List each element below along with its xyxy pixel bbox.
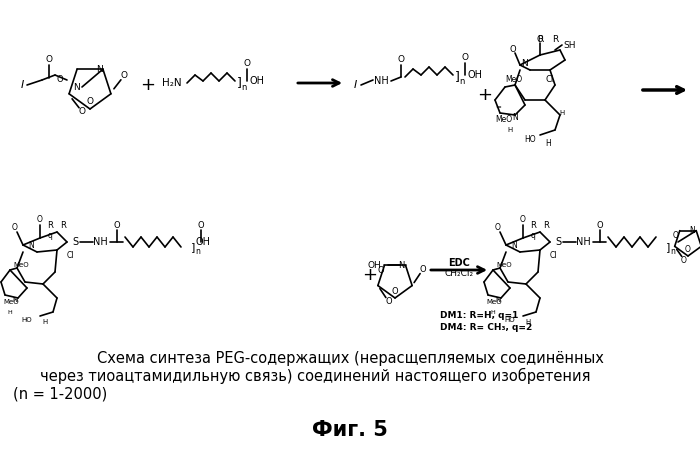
Text: n: n — [195, 246, 200, 256]
Text: N: N — [522, 58, 528, 68]
Text: I: I — [354, 80, 356, 90]
Text: MeO: MeO — [13, 262, 29, 268]
Text: O: O — [120, 71, 127, 80]
Text: S: S — [555, 237, 561, 247]
Text: N: N — [690, 226, 695, 235]
Text: MeO: MeO — [496, 262, 512, 268]
Text: Фиг. 5: Фиг. 5 — [312, 420, 388, 440]
Text: H: H — [559, 110, 565, 116]
Text: H: H — [508, 127, 512, 133]
Text: Cl: Cl — [66, 250, 74, 259]
Text: EDC: EDC — [448, 258, 470, 268]
Text: O: O — [398, 55, 405, 63]
Text: H₂N: H₂N — [162, 78, 181, 88]
Text: n: n — [459, 76, 465, 86]
Text: OH: OH — [467, 70, 482, 80]
Text: O: O — [680, 256, 687, 265]
Text: Cl: Cl — [546, 75, 554, 85]
Text: OH: OH — [195, 237, 211, 247]
Text: R: R — [530, 220, 536, 230]
Text: R: R — [47, 220, 53, 230]
Text: =: = — [495, 104, 501, 110]
Text: O: O — [377, 266, 384, 275]
Text: MeO: MeO — [486, 299, 502, 305]
Text: Cl: Cl — [550, 250, 556, 259]
Text: O: O — [386, 297, 392, 306]
Text: O: O — [420, 265, 426, 274]
Text: O: O — [537, 35, 543, 44]
Text: O: O — [520, 215, 526, 225]
Text: H: H — [526, 319, 531, 325]
Text: q: q — [48, 231, 52, 239]
Text: H: H — [8, 309, 13, 314]
Text: O: O — [57, 75, 63, 85]
Text: O: O — [392, 287, 398, 295]
Text: HO: HO — [524, 136, 536, 144]
Text: NH: NH — [92, 237, 107, 247]
Text: O: O — [461, 52, 468, 62]
Text: N: N — [74, 82, 80, 92]
Text: NH: NH — [374, 76, 388, 86]
Text: I: I — [20, 80, 24, 90]
Text: ]: ] — [237, 76, 242, 89]
Text: R: R — [537, 36, 543, 44]
Text: N: N — [97, 65, 104, 74]
Text: SH: SH — [564, 40, 576, 50]
Text: R: R — [60, 220, 66, 230]
Text: MeO: MeO — [495, 115, 512, 125]
Text: HO: HO — [505, 317, 515, 323]
Text: n: n — [241, 82, 246, 92]
Text: ]: ] — [454, 70, 459, 83]
Text: H: H — [545, 138, 551, 148]
Text: N: N — [496, 297, 500, 303]
Text: O: O — [244, 58, 251, 68]
Text: O: O — [673, 231, 679, 240]
Text: n: n — [671, 246, 676, 256]
Text: OH: OH — [368, 261, 382, 270]
Text: +: + — [141, 76, 155, 94]
Text: O: O — [510, 44, 517, 54]
Text: S: S — [72, 237, 78, 247]
Text: N: N — [398, 261, 405, 270]
Text: ]: ] — [191, 242, 195, 252]
Text: R: R — [543, 220, 549, 230]
Text: через тиоацтамидильную связь) соединений настоящего изобретения: через тиоацтамидильную связь) соединений… — [40, 368, 590, 384]
Text: MeO: MeO — [505, 75, 522, 85]
Text: R: R — [552, 36, 558, 44]
Text: NH: NH — [575, 237, 590, 247]
Text: O: O — [197, 220, 204, 230]
Text: O: O — [685, 245, 691, 255]
Text: DM4: R= CH₃, q=2: DM4: R= CH₃, q=2 — [440, 323, 532, 332]
Text: O: O — [78, 107, 85, 116]
Text: OH: OH — [249, 76, 264, 86]
Text: ]: ] — [666, 242, 670, 252]
Text: O: O — [113, 220, 120, 230]
Text: q: q — [531, 231, 536, 239]
Text: DM1: R=H, q=1: DM1: R=H, q=1 — [440, 311, 519, 319]
Text: N: N — [28, 242, 34, 250]
Text: CH₂Cl₂: CH₂Cl₂ — [444, 269, 474, 279]
Text: O: O — [495, 223, 501, 232]
Text: O: O — [12, 223, 18, 232]
Text: +: + — [363, 266, 377, 284]
Text: Схема синтеза PEG-содержащих (нерасщепляемых соединённых: Схема синтеза PEG-содержащих (нерасщепля… — [97, 350, 603, 365]
Text: O: O — [87, 96, 94, 106]
Text: MeO: MeO — [3, 299, 19, 305]
Text: H: H — [43, 319, 48, 325]
Text: N: N — [512, 113, 518, 121]
Text: O: O — [37, 215, 43, 225]
Text: O: O — [596, 220, 603, 230]
Text: N: N — [13, 297, 18, 303]
Text: (n = 1-2000): (n = 1-2000) — [13, 387, 107, 401]
Text: O: O — [46, 55, 52, 63]
Text: N: N — [511, 242, 517, 250]
Text: +: + — [477, 86, 493, 104]
Text: H: H — [491, 309, 496, 314]
Text: HO: HO — [22, 317, 32, 323]
